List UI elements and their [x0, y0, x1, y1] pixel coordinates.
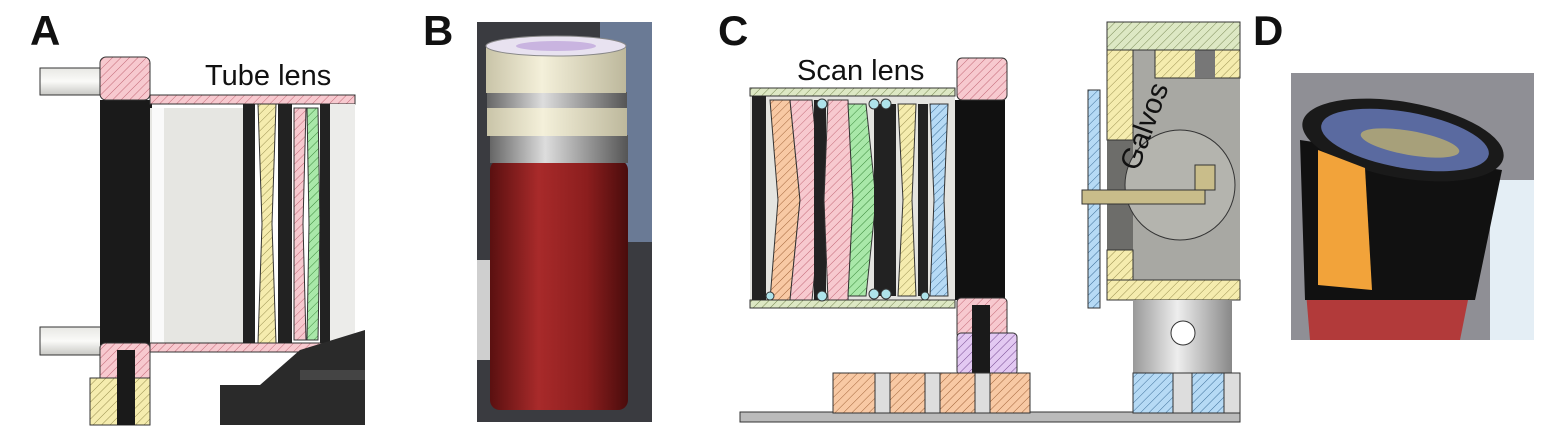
panel-c-shape-shape — [816, 98, 828, 110]
panel-c-shape — [874, 104, 896, 296]
panel-c-shape — [1106, 21, 1241, 51]
panel-c-shape — [752, 96, 766, 300]
panel-c-shape — [897, 103, 917, 297]
panel-a-shape — [243, 104, 255, 343]
panel-c-shape — [749, 299, 956, 309]
panel-c-shape-shape — [1191, 372, 1225, 414]
panel-c-shape-shape — [816, 290, 828, 302]
panel-label: A — [30, 7, 60, 54]
panel-c-shape — [955, 100, 1005, 300]
panel-a-shape — [330, 104, 355, 343]
panel-c-shape — [1170, 320, 1196, 346]
panel-c-shape-shape — [880, 98, 892, 110]
panel-c: C Scan lens Galvos — [718, 7, 1241, 423]
panel-c-shape-shape — [832, 372, 876, 414]
panel-c-shape — [1124, 129, 1236, 241]
panel-c-shape — [1081, 189, 1206, 205]
panel-a-shape — [257, 103, 277, 344]
panel-c-shape — [814, 100, 826, 300]
panel-c-shape — [749, 87, 956, 97]
panel-c-shape-shape — [880, 288, 892, 300]
panel-c-shape — [1106, 249, 1134, 281]
annotation: Tube lens — [205, 60, 331, 92]
panel-c-shape — [1132, 372, 1225, 414]
panel-c-shape-shape — [868, 98, 880, 110]
panel-b-shape — [490, 135, 628, 163]
panel-a: A Tube lens — [30, 7, 365, 426]
panel-c-shape — [1194, 164, 1216, 191]
panel-d: D — [1253, 7, 1534, 340]
panel-a-shape — [278, 104, 292, 343]
panel-d-shape — [1318, 150, 1372, 290]
annotation: Scan lens — [797, 55, 924, 87]
panel-b-shape — [487, 108, 627, 136]
panel-d-shape — [1490, 180, 1534, 340]
panel-a-shape — [99, 56, 151, 101]
panel-a-shape — [220, 330, 365, 425]
panel-a-shape — [39, 67, 103, 96]
panel-c-shape-shape — [1132, 372, 1174, 414]
panel-c-shape-shape — [868, 288, 880, 300]
panel-c-shape — [918, 104, 928, 296]
panel-c-shape — [1195, 50, 1215, 78]
panel-b-shape — [487, 92, 627, 108]
panel-a-shape — [149, 94, 356, 105]
panel-a-shape — [100, 100, 152, 345]
panel-c-shape — [972, 305, 990, 373]
panel-c-shape-shape — [989, 372, 1031, 414]
panel-a-shape — [152, 108, 164, 343]
panel-b — [477, 22, 652, 422]
panel-a-shape — [300, 370, 365, 380]
panel-a-shape — [293, 107, 307, 341]
panel-a-shape — [306, 107, 321, 341]
panel-label: B — [423, 7, 453, 54]
panel-c-shape — [832, 372, 1031, 414]
panel-c-shape — [823, 99, 854, 301]
panel-a-shape — [39, 326, 103, 356]
panel-c-shape-shape — [920, 291, 930, 301]
panel-b-shape — [516, 41, 596, 51]
panel-d-shape — [1360, 128, 1460, 158]
panel-label: C — [718, 7, 748, 54]
panel-c-shape — [765, 98, 930, 302]
panel-label: D — [1253, 7, 1283, 54]
panel-a-shape — [117, 350, 135, 425]
panel-c-shape-shape — [939, 372, 976, 414]
panel-c-shape — [1106, 279, 1241, 301]
panel-c-shape — [956, 57, 1008, 101]
panel-b-shape — [490, 160, 628, 410]
panel-c-shape-shape — [889, 372, 926, 414]
panel-c-shape — [929, 103, 949, 297]
panel-a-shape — [150, 108, 245, 343]
panel-c-shape — [847, 103, 877, 297]
panel-c-shape — [1106, 49, 1134, 141]
panel-a-shape — [320, 104, 330, 343]
panel-c-shape-shape — [765, 291, 775, 301]
